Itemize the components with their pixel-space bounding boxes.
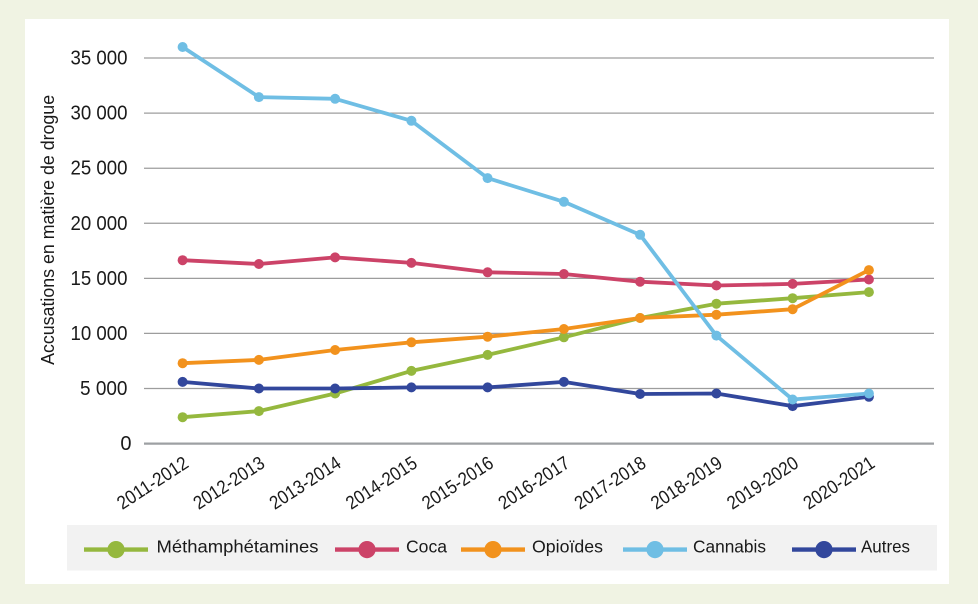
svg-text:0: 0: [120, 433, 131, 455]
svg-text:30 000: 30 000: [71, 103, 128, 125]
svg-text:35 000: 35 000: [71, 48, 128, 70]
svg-text:5 000: 5 000: [80, 378, 128, 400]
svg-text:Méthamphétamines: Méthamphétamines: [157, 537, 319, 557]
svg-text:10 000: 10 000: [71, 323, 128, 345]
svg-text:Opioïdes: Opioïdes: [532, 537, 603, 557]
svg-text:Autres: Autres: [861, 537, 910, 557]
svg-text:Cannabis: Cannabis: [693, 537, 766, 557]
svg-text:15 000: 15 000: [71, 268, 128, 290]
svg-text:25 000: 25 000: [71, 158, 128, 180]
svg-text:Coca: Coca: [406, 537, 447, 557]
svg-text:Accusations en matière de drog: Accusations en matière de drogue: [37, 95, 58, 365]
svg-text:20 000: 20 000: [71, 213, 128, 235]
